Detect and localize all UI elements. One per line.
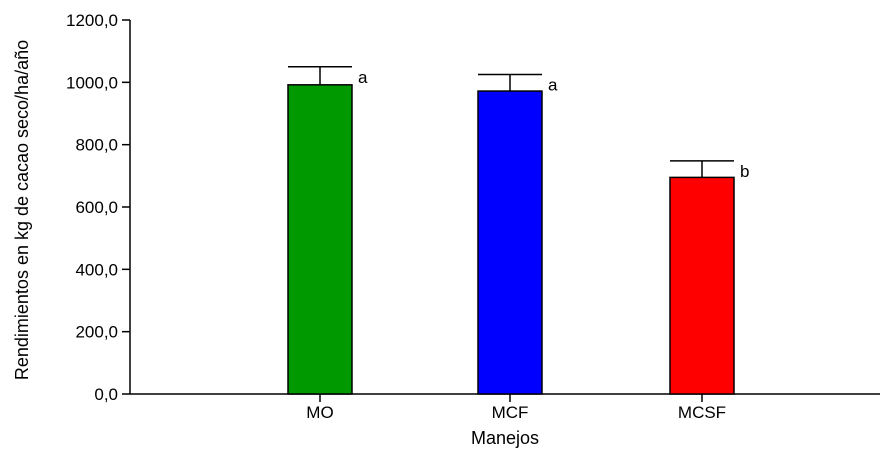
y-ticks: 0,0 200,0 400,0 600,0 800,0 1000,0 1200,0 [66, 11, 130, 404]
y-tick-label: 1000,0 [66, 73, 118, 92]
x-tick-label: MCF [492, 403, 529, 422]
bar-mcsf [669, 176, 735, 395]
y-tick-label: 800,0 [75, 136, 118, 155]
bar-mo [287, 84, 353, 395]
y-tick-label: 0,0 [94, 385, 118, 404]
significance-label: a [358, 68, 368, 87]
x-ticks: MO MCF MCSF [306, 394, 726, 422]
significance-label: a [548, 76, 558, 95]
y-tick-label: 200,0 [75, 323, 118, 342]
bars: a a b [287, 66, 749, 395]
y-tick-label: 600,0 [75, 198, 118, 217]
significance-label: b [740, 162, 749, 181]
x-tick-label: MO [306, 403, 333, 422]
x-tick-label: MCSF [678, 403, 726, 422]
x-axis-title: Manejos [471, 428, 539, 448]
y-axis-title: Rendimientos en kg de cacao seco/ha/año [12, 40, 32, 380]
bar-mcf [477, 90, 543, 395]
y-tick-label: 1200,0 [66, 11, 118, 30]
y-tick-label: 400,0 [75, 260, 118, 279]
